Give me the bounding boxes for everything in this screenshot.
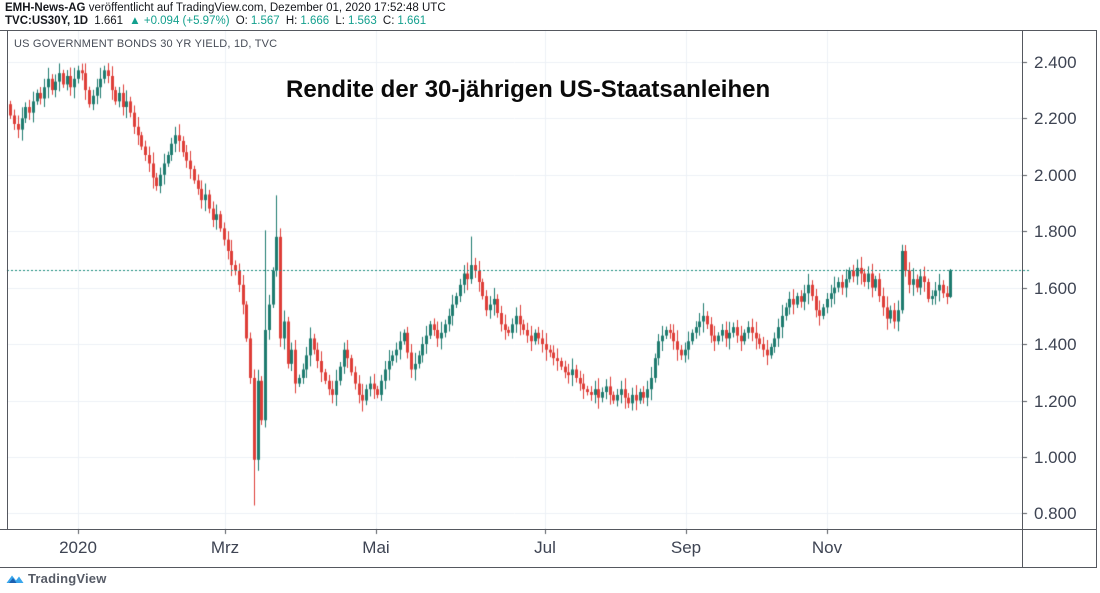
symbol-info-line: TVC:US30Y, 1D 1.661 ▲ +0.094 (+5.97%) O:… xyxy=(5,15,429,27)
price-axis-label: 1.200 xyxy=(1034,391,1077,411)
low-label: L: xyxy=(335,15,345,27)
time-axis-label: Mrz xyxy=(210,538,240,557)
price-axis-label: 0.800 xyxy=(1034,504,1077,524)
open-value: 1.567 xyxy=(250,15,280,27)
price-axis-divider xyxy=(1022,30,1023,568)
time-axis-border-bottom xyxy=(0,567,1097,568)
publisher-name: EMH-News-AG xyxy=(5,2,86,14)
price-axis-label: 1.000 xyxy=(1034,447,1077,467)
price-axis-label: 1.600 xyxy=(1034,278,1077,298)
low-value: 1.563 xyxy=(347,15,377,27)
high-value: 1.666 xyxy=(300,15,330,27)
price-axis-label: 2.000 xyxy=(1034,165,1077,185)
time-axis-label: 2020 xyxy=(59,538,97,557)
time-axis-label: Mai xyxy=(362,538,390,557)
symbol-name: TVC:US30Y, 1D xyxy=(5,15,89,27)
price-axis-label: 1.400 xyxy=(1034,335,1077,355)
attribution-line: EMH-News-AG veröffentlicht auf TradingVi… xyxy=(5,2,446,14)
tradingview-mountain-icon xyxy=(6,575,24,583)
chart-title: Rendite der 30-jährigen US-Staatsanleihe… xyxy=(286,76,771,103)
price-axis-label: 2.400 xyxy=(1034,52,1077,72)
tradingview-logo[interactable]: TradingView xyxy=(6,571,107,586)
time-axis-label: Sep xyxy=(670,538,702,557)
open-label: O: xyxy=(235,15,248,27)
time-axis-label: Nov xyxy=(811,538,843,557)
price-axis-label: 1.800 xyxy=(1034,222,1077,242)
last-price: 1.661 xyxy=(94,15,124,27)
high-label: H: xyxy=(285,15,298,27)
plot-border-bottom xyxy=(0,529,1097,530)
price-change: ▲ +0.094 (+5.97%) xyxy=(129,15,230,27)
time-axis-label: Jul xyxy=(534,538,556,557)
chart-legend: US GOVERNMENT BONDS 30 YR YIELD, 1D, TVC xyxy=(14,38,278,50)
plot-border-right xyxy=(1096,30,1097,568)
close-value: 1.661 xyxy=(397,15,427,27)
plot-border-top xyxy=(0,30,1097,31)
plot-border-left xyxy=(7,30,8,530)
attribution-text: veröffentlicht auf TradingView.com, Deze… xyxy=(85,2,446,14)
price-axis-label: 2.200 xyxy=(1034,109,1077,129)
tradingview-logo-text: TradingView xyxy=(28,571,107,586)
close-label: C: xyxy=(382,15,395,27)
